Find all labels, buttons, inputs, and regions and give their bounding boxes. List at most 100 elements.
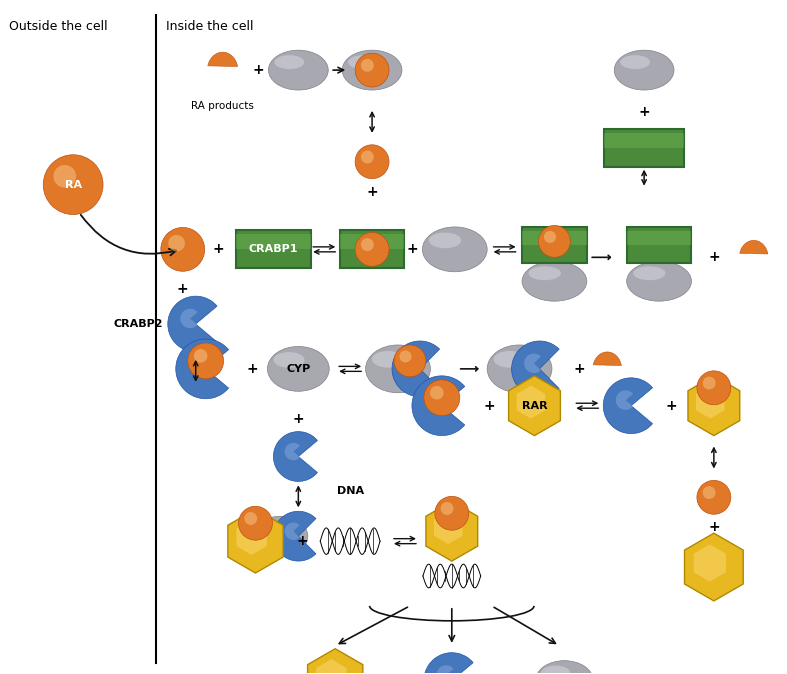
Circle shape [168, 235, 185, 251]
Ellipse shape [522, 262, 587, 301]
Ellipse shape [275, 55, 305, 69]
Text: RA: RA [65, 180, 82, 189]
Wedge shape [424, 652, 473, 674]
Wedge shape [412, 376, 465, 435]
Circle shape [244, 512, 257, 525]
Wedge shape [615, 390, 633, 410]
Polygon shape [693, 545, 726, 582]
Circle shape [54, 165, 76, 187]
Ellipse shape [614, 50, 674, 90]
Ellipse shape [535, 661, 593, 674]
Text: CRABP2: CRABP2 [113, 319, 163, 329]
Polygon shape [308, 648, 363, 674]
Ellipse shape [493, 351, 526, 368]
Polygon shape [426, 501, 478, 561]
Text: +: + [708, 250, 719, 264]
Text: Outside the cell: Outside the cell [9, 20, 108, 33]
Circle shape [361, 59, 374, 72]
Wedge shape [180, 309, 198, 328]
Wedge shape [273, 512, 316, 561]
Text: +: + [708, 520, 719, 534]
Text: +: + [293, 412, 304, 426]
Text: +: + [253, 63, 264, 77]
Bar [604, 129, 684, 166]
Polygon shape [508, 376, 560, 435]
Text: +: + [177, 282, 189, 296]
Polygon shape [208, 52, 238, 67]
FancyArrowPatch shape [449, 609, 455, 641]
Wedge shape [405, 354, 421, 373]
Text: +: + [366, 185, 378, 199]
Wedge shape [392, 341, 440, 397]
Circle shape [544, 231, 556, 243]
Ellipse shape [366, 345, 430, 393]
Wedge shape [512, 341, 560, 397]
Bar [340, 235, 405, 249]
Text: +: + [212, 243, 224, 256]
Ellipse shape [274, 352, 305, 368]
FancyArrowPatch shape [494, 607, 556, 644]
Circle shape [703, 486, 715, 499]
Polygon shape [517, 386, 545, 419]
Ellipse shape [348, 55, 378, 69]
Circle shape [355, 53, 389, 87]
Wedge shape [168, 296, 217, 352]
Bar [236, 235, 311, 249]
Text: CRABP1: CRABP1 [249, 245, 298, 254]
Text: +: + [665, 399, 677, 412]
Text: +: + [574, 362, 586, 376]
Ellipse shape [258, 521, 286, 535]
Circle shape [697, 371, 731, 404]
Wedge shape [285, 443, 300, 460]
Ellipse shape [423, 227, 487, 272]
Text: RAR: RAR [522, 401, 547, 410]
Text: +: + [406, 243, 418, 256]
Circle shape [194, 349, 208, 363]
Wedge shape [189, 353, 208, 373]
Circle shape [435, 496, 469, 530]
Circle shape [361, 150, 374, 163]
Ellipse shape [253, 516, 308, 556]
Ellipse shape [634, 266, 666, 280]
Text: +: + [246, 362, 258, 376]
Ellipse shape [487, 345, 552, 393]
Circle shape [394, 345, 426, 377]
Circle shape [697, 481, 731, 514]
Text: +: + [297, 534, 309, 548]
Circle shape [355, 145, 389, 179]
Text: CYP: CYP [286, 364, 310, 374]
Circle shape [161, 227, 205, 271]
Circle shape [188, 343, 224, 379]
Text: Inside the cell: Inside the cell [166, 20, 253, 33]
Ellipse shape [268, 346, 329, 392]
Circle shape [238, 506, 272, 540]
Polygon shape [740, 241, 768, 254]
Circle shape [703, 377, 715, 390]
Bar [236, 231, 311, 268]
Ellipse shape [342, 50, 402, 90]
Circle shape [43, 155, 103, 214]
Text: RA products: RA products [191, 101, 254, 111]
Ellipse shape [541, 666, 570, 674]
Wedge shape [604, 378, 652, 433]
Circle shape [430, 386, 444, 400]
Text: +: + [484, 399, 496, 412]
Ellipse shape [268, 50, 328, 90]
Ellipse shape [429, 233, 461, 248]
Wedge shape [273, 431, 317, 481]
Circle shape [400, 350, 412, 363]
Polygon shape [696, 386, 725, 419]
Bar [626, 227, 692, 264]
Wedge shape [524, 354, 541, 373]
Circle shape [441, 502, 453, 515]
Text: DNA: DNA [337, 487, 364, 496]
Polygon shape [316, 659, 346, 674]
Wedge shape [285, 522, 300, 540]
Wedge shape [426, 390, 444, 410]
Circle shape [361, 238, 374, 251]
Ellipse shape [372, 351, 405, 368]
Bar [340, 231, 405, 268]
Bar [626, 231, 692, 245]
Text: +: + [638, 105, 650, 119]
Circle shape [424, 380, 460, 416]
